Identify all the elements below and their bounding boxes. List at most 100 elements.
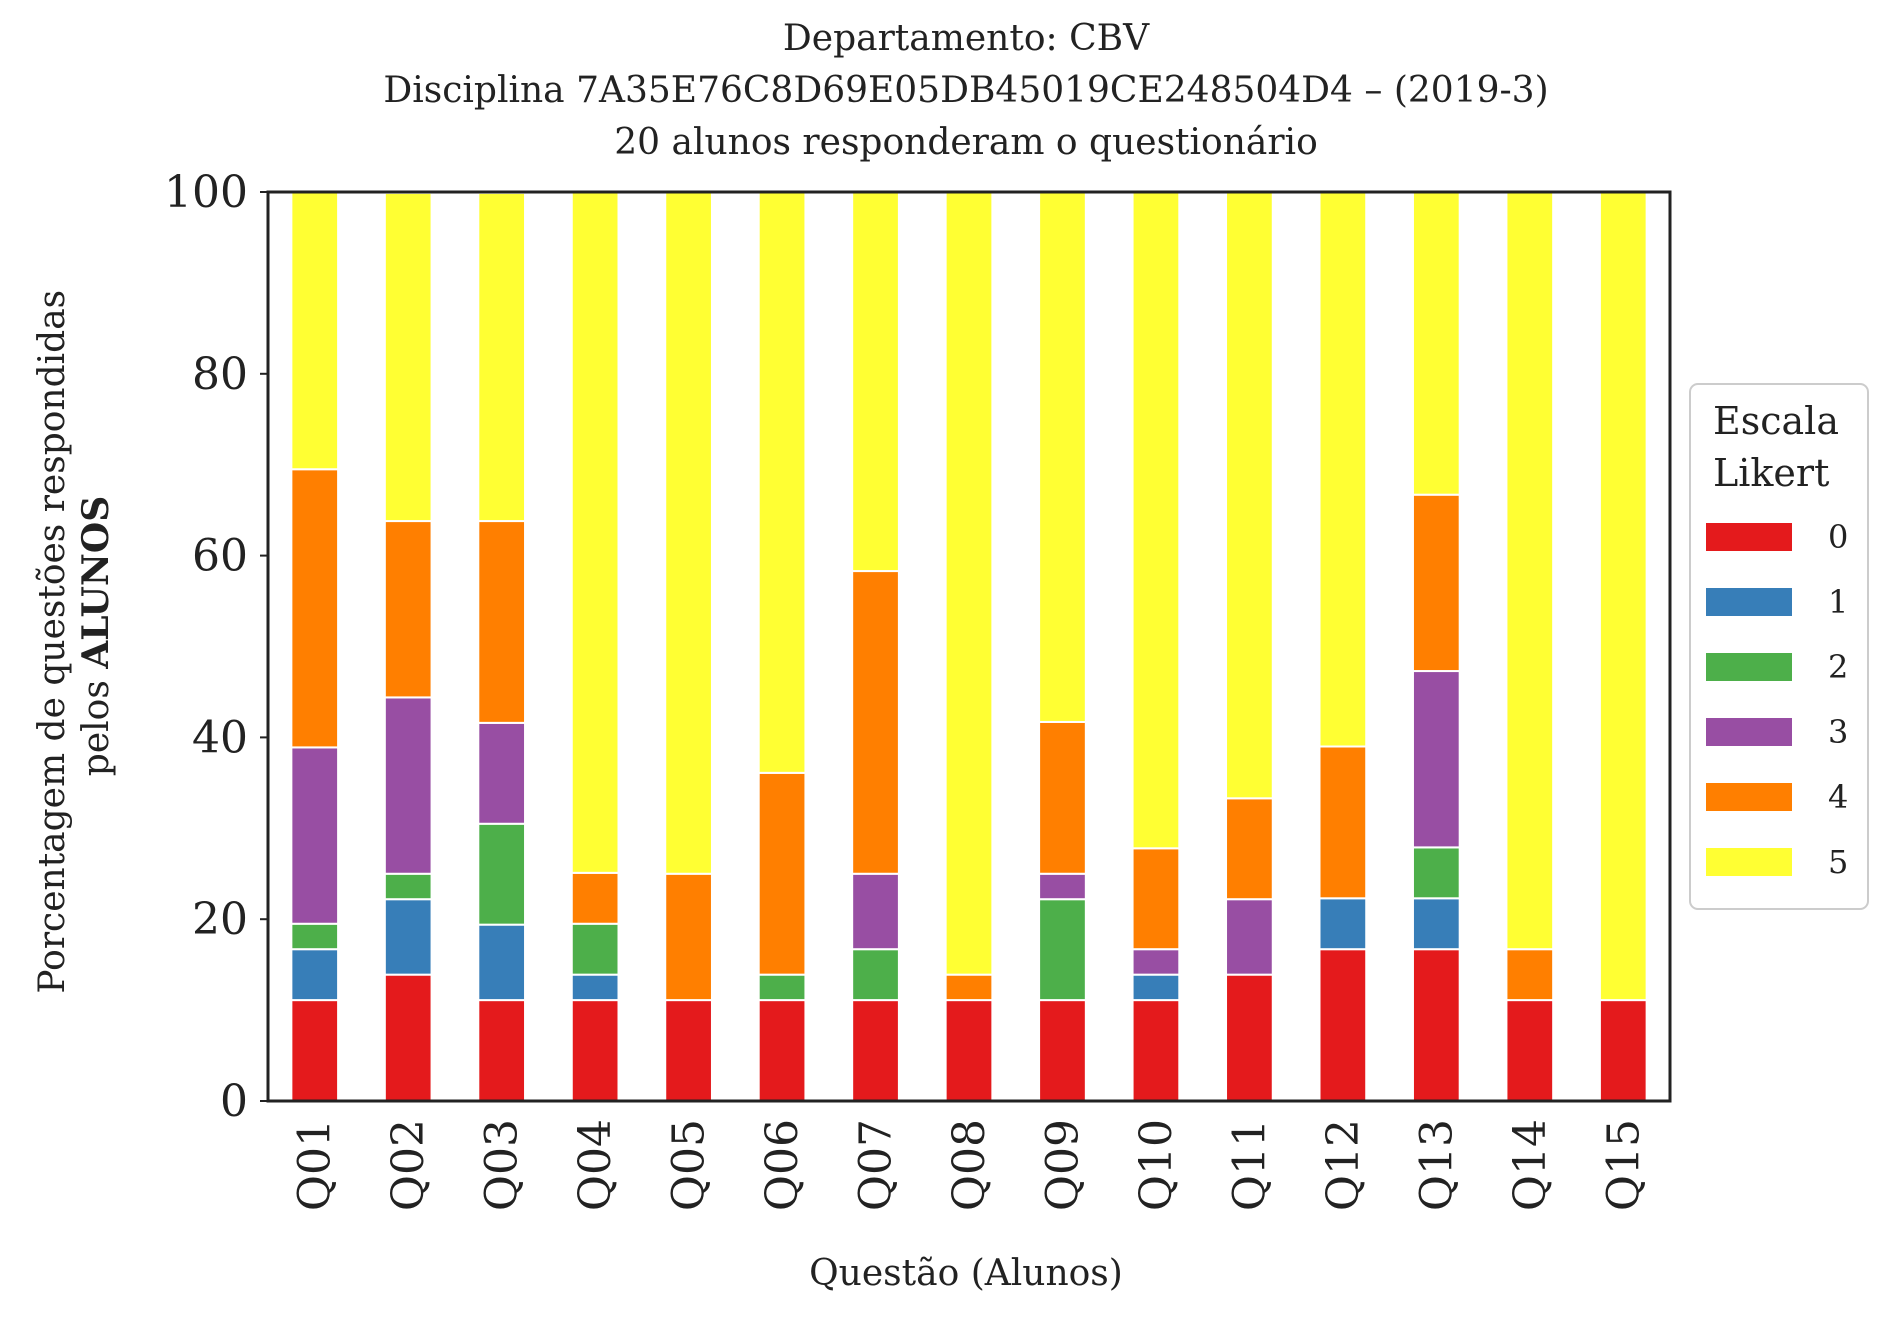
bar-Q02-likert-5 — [383, 191, 433, 523]
bar-Q04-likert-5 — [570, 190, 620, 874]
legend-title-line-1: Escala — [1713, 399, 1839, 443]
bar-Q02-likert-0 — [383, 973, 433, 1102]
bar-Q12-likert-4 — [1318, 745, 1368, 900]
bar-Q03-likert-5 — [477, 191, 527, 523]
bar-Q03-likert-0 — [477, 999, 527, 1103]
bar-Q13-likert-1 — [1411, 897, 1461, 951]
bar-Q11-likert-5 — [1225, 191, 1274, 800]
bar-Q01-likert-5 — [290, 190, 340, 471]
bar-Q15-likert-5 — [1598, 191, 1648, 1002]
bar-Q01-likert-1 — [290, 948, 340, 1002]
x-tick-label-Q09: Q09 — [1037, 1119, 1088, 1211]
bar-Q04-likert-0 — [570, 999, 620, 1103]
bar-Q09-likert-0 — [1038, 999, 1087, 1103]
x-tick-label-Q05: Q05 — [664, 1119, 715, 1211]
legend-swatch-2 — [1706, 653, 1792, 681]
bar-Q13-likert-0 — [1411, 948, 1461, 1103]
bar-Q03-likert-1 — [477, 923, 527, 1002]
bar-Q01-likert-2 — [290, 922, 340, 951]
bar-Q12-likert-5 — [1318, 190, 1368, 748]
bar-Q03-likert-4 — [477, 520, 527, 724]
y-axis-label-line2: pelos — [76, 669, 117, 776]
x-tick-label-Q02: Q02 — [383, 1119, 434, 1211]
bar-Q02-likert-4 — [383, 520, 433, 699]
legend-swatch-3 — [1706, 718, 1792, 746]
bar-Q10-likert-0 — [1131, 999, 1181, 1103]
bar-Q07-likert-5 — [851, 191, 900, 573]
bar-Q11-likert-3 — [1225, 898, 1274, 976]
legend-swatch-1 — [1706, 588, 1792, 616]
bar-Q12-likert-0 — [1318, 948, 1368, 1103]
bar-Q01-likert-0 — [290, 999, 340, 1103]
legend-label-1: 1 — [1828, 583, 1848, 621]
bar-Q07-likert-2 — [851, 948, 900, 1002]
x-tick-label-Q12: Q12 — [1318, 1119, 1369, 1211]
y-axis-label-bold: ALUNOS — [75, 496, 117, 670]
bar-Q08-likert-4 — [944, 973, 994, 1002]
x-tick-label-Q14: Q14 — [1505, 1119, 1556, 1211]
x-tick-label-Q07: Q07 — [851, 1119, 902, 1211]
bar-Q13-likert-5 — [1411, 191, 1461, 496]
legend-swatch-4 — [1706, 783, 1792, 811]
bar-Q02-likert-1 — [383, 898, 433, 976]
chart-title-line-3: 20 alunos responderam o questionário — [614, 122, 1318, 163]
bar-Q13-likert-4 — [1411, 493, 1461, 673]
bar-Q07-likert-3 — [851, 872, 900, 951]
legend-swatch-0 — [1706, 523, 1792, 551]
y-tick-label-60: 60 — [192, 531, 248, 582]
x-tick-label-Q08: Q08 — [944, 1119, 995, 1211]
chart-title: Departamento: CBV Disciplina 7A35E76C8D69… — [383, 18, 1548, 163]
x-tick-label-Q13: Q13 — [1411, 1119, 1462, 1211]
bar-Q06-likert-0 — [757, 999, 807, 1103]
x-tick-label-Q11: Q11 — [1224, 1119, 1275, 1211]
legend-box — [1689, 383, 1869, 910]
bar-Q04-likert-1 — [570, 973, 620, 1002]
chart-title-line-1: Departamento: CBV — [783, 18, 1150, 59]
bars — [290, 190, 1648, 1103]
bar-Q14-likert-0 — [1505, 999, 1555, 1103]
y-tick-label-0: 0 — [220, 1076, 248, 1127]
bar-Q02-likert-3 — [383, 696, 433, 875]
y-tick-label-100: 100 — [164, 167, 248, 218]
bar-Q05-likert-5 — [664, 191, 713, 875]
x-tick-label-Q06: Q06 — [757, 1119, 808, 1211]
bar-Q09-likert-4 — [1038, 720, 1087, 875]
bar-Q05-likert-4 — [664, 872, 713, 1002]
chart-title-line-2: Disciplina 7A35E76C8D69E05DB45019CE24850… — [383, 70, 1548, 111]
bar-Q02-likert-2 — [383, 872, 433, 901]
x-tick-label-Q15: Q15 — [1598, 1119, 1649, 1211]
y-tick-label-40: 40 — [192, 712, 248, 763]
bar-Q12-likert-1 — [1318, 897, 1368, 951]
legend-label-0: 0 — [1828, 518, 1848, 556]
bar-Q01-likert-4 — [290, 468, 340, 749]
x-tick-label-Q01: Q01 — [290, 1119, 341, 1211]
bar-Q06-likert-5 — [757, 191, 807, 774]
y-axis-label-line1: Porcentagem de questões respondidas — [32, 290, 73, 994]
x-tick-label-Q10: Q10 — [1131, 1119, 1182, 1211]
bar-Q08-likert-5 — [944, 191, 994, 976]
bar-Q13-likert-2 — [1411, 846, 1461, 900]
y-tick-label-20: 20 — [192, 894, 248, 945]
y-axis-label: Porcentagem de questões respondidas pelo… — [32, 278, 117, 993]
bar-Q03-likert-3 — [477, 721, 527, 825]
y-tick-label-80: 80 — [192, 349, 248, 400]
legend-label-4: 4 — [1828, 778, 1848, 816]
y-axis-ticks: 0 20 40 60 80 100 — [164, 167, 268, 1127]
bar-Q04-likert-4 — [570, 871, 620, 925]
bar-Q15-likert-0 — [1598, 999, 1648, 1103]
x-tick-label-Q04: Q04 — [570, 1119, 621, 1211]
bar-Q08-likert-0 — [944, 999, 994, 1103]
bar-Q10-likert-5 — [1131, 191, 1181, 850]
plot-frame — [266, 190, 1672, 1103]
bar-Q11-likert-4 — [1225, 797, 1274, 901]
bar-Q09-likert-5 — [1038, 191, 1087, 723]
bar-Q05-likert-0 — [664, 999, 713, 1103]
legend-swatch-5 — [1706, 848, 1792, 876]
legend-label-3: 3 — [1828, 713, 1848, 751]
bar-Q10-likert-1 — [1131, 973, 1181, 1002]
x-axis-label: Questão (Alunos) — [809, 1253, 1123, 1294]
bar-Q10-likert-3 — [1131, 948, 1181, 976]
legend: Escala Likert 0 1 2 3 4 5 — [1689, 383, 1869, 910]
bar-Q14-likert-4 — [1505, 948, 1555, 1002]
